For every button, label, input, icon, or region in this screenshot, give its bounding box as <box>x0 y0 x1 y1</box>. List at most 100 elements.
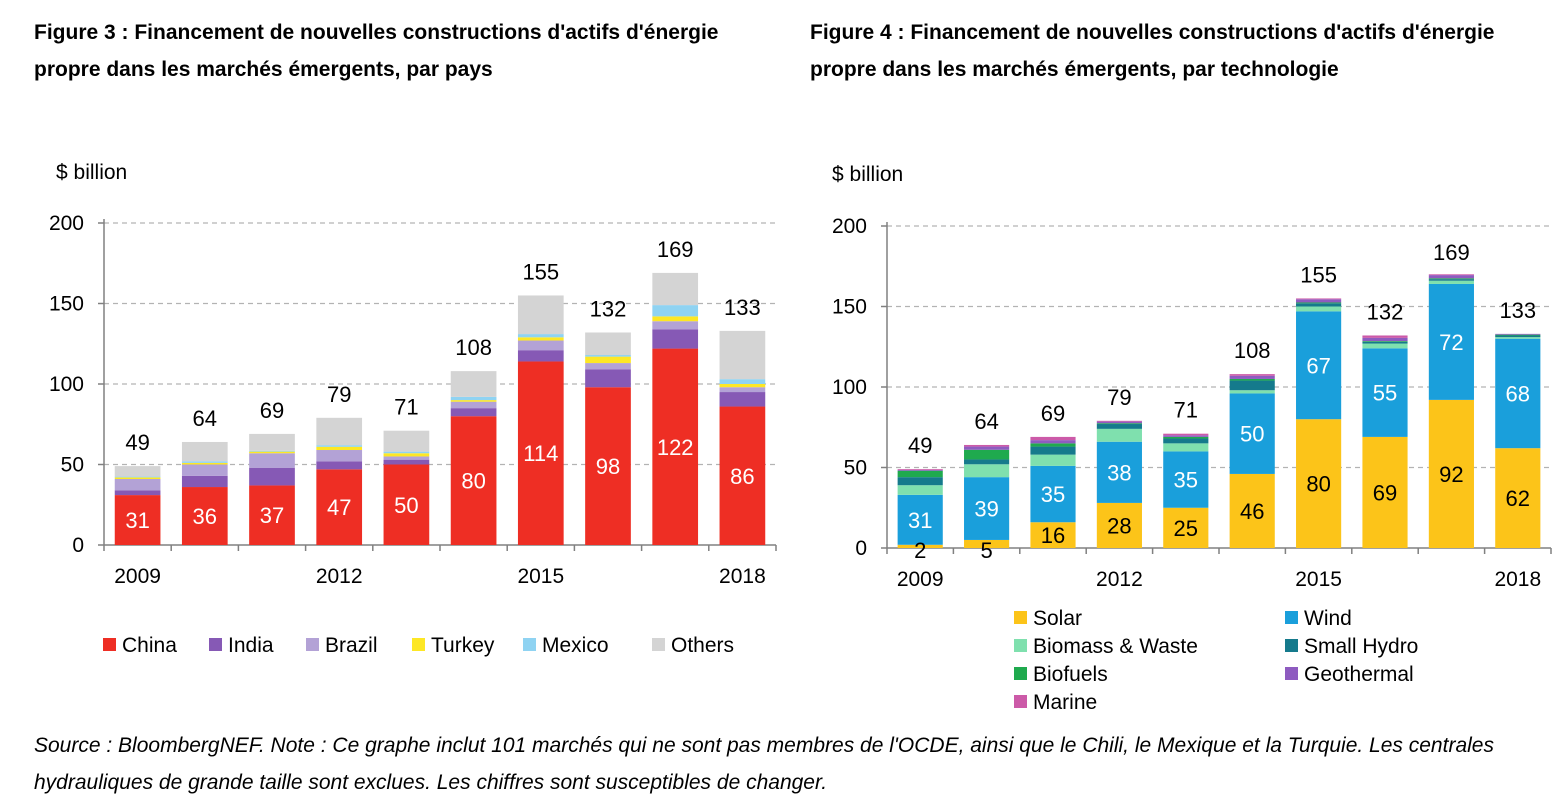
fig4-bar-biofuels <box>897 470 943 478</box>
fig4-total-label: 169 <box>1433 240 1470 265</box>
fig4-bar-biofuels <box>1495 334 1541 336</box>
fig4-data-label-wind: 35 <box>1174 468 1198 493</box>
figure-4-title: Figure 4 : Financement de nouvelles cons… <box>810 21 1495 81</box>
fig3-data-label-china: 122 <box>657 435 694 460</box>
fig3-bar-mexico <box>450 396 497 401</box>
figure-3-unit-label: $ billion <box>56 161 128 184</box>
fig3-bar-brazil <box>114 478 161 491</box>
fig4-bar-wind <box>1229 393 1275 474</box>
fig4-legend-label-biomass-waste: Biomass & Waste <box>1033 635 1198 658</box>
fig4-total-label: 71 <box>1174 398 1198 423</box>
fig3-bar-brazil <box>652 321 699 330</box>
fig4-bar-small-hydro <box>1428 279 1474 281</box>
fig4-bar-solar <box>1428 399 1474 548</box>
fig4-total-label: 69 <box>1041 401 1065 426</box>
fig4-data-label-solar: 69 <box>1373 480 1397 505</box>
fig4-bar-small-hydro <box>1495 335 1541 338</box>
fig3-legend-swatch-brazil <box>306 638 319 651</box>
fig4-data-label-solar: 16 <box>1041 523 1065 548</box>
fig3-bar-others <box>450 371 497 397</box>
fig4-y-tick-label: 0 <box>855 537 867 560</box>
fig4-bar-marine <box>1296 298 1342 300</box>
fig4-bar-small-hydro <box>964 459 1010 465</box>
fig4-bar-solar <box>1495 448 1541 548</box>
fig4-bar-biofuels <box>1296 302 1342 304</box>
fig3-bar-brazil <box>181 464 228 476</box>
fig3-bar-mexico <box>114 476 161 478</box>
fig4-bar-marine <box>1428 274 1474 276</box>
figure-3-title: Figure 3 : Financement de nouvelles cons… <box>34 21 719 81</box>
fig4-total-label: 133 <box>1499 298 1536 323</box>
fig4-bar-geothermal <box>1096 421 1142 424</box>
fig3-bar-others <box>316 417 363 446</box>
fig4-data-label-wind: 50 <box>1240 422 1264 447</box>
fig4-bar-small-hydro <box>1229 380 1275 391</box>
fig3-data-label-china: 114 <box>523 441 558 466</box>
fig4-data-label-solar: 5 <box>980 538 992 563</box>
fig3-bar-mexico <box>517 334 564 338</box>
fig3-bar-china <box>719 406 766 545</box>
fig3-bar-others <box>114 466 161 477</box>
fig3-total-label: 71 <box>394 395 418 420</box>
fig4-bar-geothermal <box>1163 435 1209 437</box>
fig4-x-tick-label: 2018 <box>1494 568 1541 591</box>
fig3-total-label: 69 <box>260 398 284 423</box>
fig3-bar-others <box>719 330 766 380</box>
fig3-bar-india <box>585 369 631 388</box>
fig3-data-label-china: 98 <box>596 454 620 479</box>
fig4-bar-marine <box>1163 433 1209 436</box>
fig3-total-label: 79 <box>327 382 351 407</box>
fig4-data-label-solar: 80 <box>1306 472 1330 497</box>
fig4-bar-solar <box>1163 507 1209 548</box>
fig4-bar-small-hydro <box>897 477 943 486</box>
fig3-bar-mexico <box>249 450 295 452</box>
fig4-data-label-wind: 35 <box>1041 482 1065 507</box>
fig3-bar-others <box>652 272 699 306</box>
fig4-bar-geothermal <box>964 446 1010 450</box>
fig3-bar-china <box>181 487 228 545</box>
fig4-bar-geothermal <box>1030 440 1076 444</box>
fig3-y-tick-label: 0 <box>72 534 84 557</box>
fig4-bar-solar <box>897 544 943 548</box>
fig3-bar-others <box>585 332 631 356</box>
fig4-data-label-solar: 25 <box>1174 516 1198 541</box>
fig3-bar-brazil <box>383 456 430 460</box>
fig4-x-tick-label: 2015 <box>1295 568 1342 591</box>
figure-4-unit-label: $ billion <box>832 163 904 186</box>
fig3-bar-turkey <box>652 316 699 322</box>
fig3-legend-swatch-mexico <box>523 638 536 651</box>
fig3-x-tick-label: 2018 <box>719 565 766 588</box>
fig4-bar-biomass-waste <box>1428 280 1474 284</box>
fig3-bar-india <box>652 329 699 349</box>
fig4-bar-biomass-waste <box>1096 428 1142 442</box>
fig3-bar-turkey <box>517 337 564 341</box>
fig4-legend-swatch-small-hydro <box>1285 639 1298 652</box>
fig4-legend-label-small-hydro: Small Hydro <box>1304 635 1418 658</box>
fig3-bar-brazil <box>517 340 564 351</box>
fig3-y-tick-label: 100 <box>49 373 84 396</box>
fig4-bar-biomass-waste <box>1229 390 1275 394</box>
fig4-bar-biomass-waste <box>1495 337 1541 339</box>
fig3-bar-mexico <box>652 305 699 317</box>
fig4-y-tick-label: 200 <box>832 215 867 238</box>
fig4-y-tick-label: 100 <box>832 376 867 399</box>
fig4-bar-biomass-waste <box>1030 454 1076 466</box>
fig4-bar-marine <box>1096 420 1142 422</box>
fig3-total-label: 132 <box>590 296 627 321</box>
fig4-bar-biofuels <box>1229 378 1275 381</box>
fig4-bar-biofuels <box>1163 436 1209 439</box>
fig4-bar-marine <box>1362 335 1408 338</box>
fig4-bar-wind <box>1030 465 1076 523</box>
fig3-bar-others <box>383 430 430 452</box>
fig4-legend-swatch-wind <box>1285 611 1298 624</box>
fig3-bar-india <box>719 392 766 407</box>
fig3-bar-brazil <box>719 387 766 393</box>
fig3-legend-swatch-india <box>209 638 222 651</box>
fig4-bar-biofuels <box>1428 278 1474 280</box>
fig4-legend-swatch-biofuels <box>1014 667 1027 680</box>
fig3-bar-india <box>517 350 564 362</box>
fig3-legend-label-others: Others <box>671 634 734 657</box>
fig3-y-tick-label: 200 <box>49 212 84 235</box>
